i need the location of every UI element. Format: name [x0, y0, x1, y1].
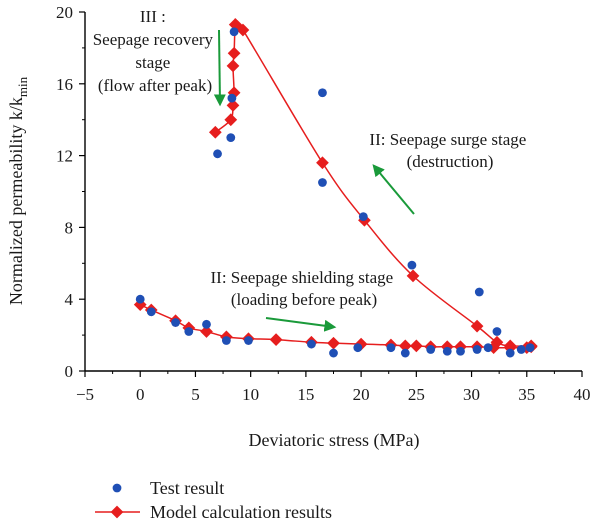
model-diamond-point	[208, 125, 222, 139]
test-result-point	[400, 348, 410, 358]
model-diamond-point	[269, 333, 283, 346]
legend-test-result-marker	[112, 483, 122, 493]
model-diamond-point	[409, 339, 423, 353]
y-tick-label: 12	[56, 147, 73, 166]
test-result-point	[505, 348, 515, 358]
test-result-point	[456, 346, 465, 356]
test-result-point	[244, 336, 253, 345]
x-tick-label: 15	[297, 385, 314, 404]
stage3-line-1: III :	[140, 7, 166, 26]
x-tick-label: 10	[242, 385, 259, 404]
y-tick-label: 20	[56, 3, 73, 22]
stage2-surge-line-1: II: Seepage surge stage	[369, 130, 526, 149]
test-result-point	[358, 212, 368, 222]
test-result-point	[226, 133, 236, 143]
y-ticks: 0 4 8 12 16 20	[56, 3, 85, 381]
y-axis-label-main: Normalized permeability k/k	[6, 97, 26, 305]
model-diamond-point	[327, 336, 340, 350]
x-tick-label: 40	[574, 385, 591, 404]
x-ticks: −5 0 5 10 15 20 25 30 35 40	[76, 371, 591, 404]
test-result-point	[146, 307, 156, 317]
test-result-point	[525, 343, 535, 353]
model-diamond-point	[470, 319, 484, 333]
model-diamond-point	[227, 46, 241, 60]
test-result-point	[184, 327, 194, 336]
test-result-point	[307, 339, 316, 349]
test-result-point	[135, 294, 145, 304]
annotations: III : Seepage recovery stage (flow after…	[93, 7, 530, 332]
y-axis-label: Normalized permeability k/kmin	[6, 76, 30, 305]
x-tick-label: 35	[518, 385, 535, 404]
stage3-line-4: (flow after peak)	[98, 76, 212, 95]
stage3-arrow	[213, 29, 226, 107]
legend-test-result-label: Test result	[150, 478, 224, 498]
stage2-surge-line-2: (destruction)	[407, 152, 494, 171]
stage2-shield-annotation: II: Seepage shielding stage (loading bef…	[211, 268, 398, 309]
stage2-surge-arrow	[372, 164, 415, 215]
x-tick-label: 5	[191, 385, 200, 404]
x-tick-label: −5	[76, 385, 94, 404]
test-result-point	[171, 318, 180, 327]
model-diamond-point	[226, 59, 240, 73]
test-result-point	[213, 149, 222, 159]
model-diamond-point	[398, 339, 412, 353]
test-result-point	[221, 336, 231, 345]
legend: Test result Model calculation results	[95, 478, 332, 522]
x-tick-label: 25	[408, 385, 425, 404]
series-layer	[133, 18, 538, 358]
test-result-point	[483, 343, 493, 353]
test-result-point	[227, 93, 237, 103]
test-result-point	[353, 343, 363, 353]
stage3-line-3: stage	[135, 53, 170, 72]
model-diamond-point	[224, 113, 238, 127]
stage2-shield-line-2: (loading before peak)	[231, 290, 377, 309]
test-result-point	[442, 346, 452, 356]
test-result-point	[229, 27, 239, 37]
stage2-surge-annotation: II: Seepage surge stage (destruction)	[369, 130, 530, 171]
x-tick-label: 20	[353, 385, 370, 404]
model-diamond-point	[490, 335, 504, 349]
stage3-line-2: Seepage recovery	[93, 30, 214, 49]
test-result-point	[472, 345, 482, 354]
test-result-point	[516, 345, 526, 354]
test-result-point	[492, 327, 502, 336]
test-result-point	[318, 178, 327, 187]
y-tick-label: 0	[65, 362, 74, 381]
test-result-point	[426, 345, 436, 354]
model-diamond-point	[236, 23, 250, 37]
test-result-point	[318, 88, 327, 98]
legend-model-label: Model calculation results	[150, 502, 332, 522]
test-result-point	[474, 287, 484, 297]
model-diamond-point	[316, 156, 329, 170]
x-tick-label: 0	[136, 385, 145, 404]
legend-model-marker	[110, 505, 124, 519]
test-result-point	[329, 348, 338, 358]
y-tick-label: 4	[65, 290, 74, 309]
test-result-point	[386, 343, 396, 353]
y-tick-label: 16	[56, 75, 73, 94]
model-diamond-point	[200, 325, 213, 338]
stage2-shield-arrow	[265, 317, 337, 332]
stage3-annotation: III : Seepage recovery stage (flow after…	[93, 7, 218, 95]
model-diamond-point	[406, 269, 420, 283]
model-diamond-point	[226, 98, 240, 112]
y-tick-label: 8	[65, 218, 74, 237]
test-result-point	[202, 319, 211, 329]
x-axis-label: Deviatoric stress (MPa)	[249, 430, 420, 451]
x-tick-label: 30	[463, 385, 480, 404]
stage2-shield-line-1: II: Seepage shielding stage	[211, 268, 394, 287]
test-result-point	[407, 260, 417, 270]
y-axis-label-subscript: min	[15, 76, 30, 97]
